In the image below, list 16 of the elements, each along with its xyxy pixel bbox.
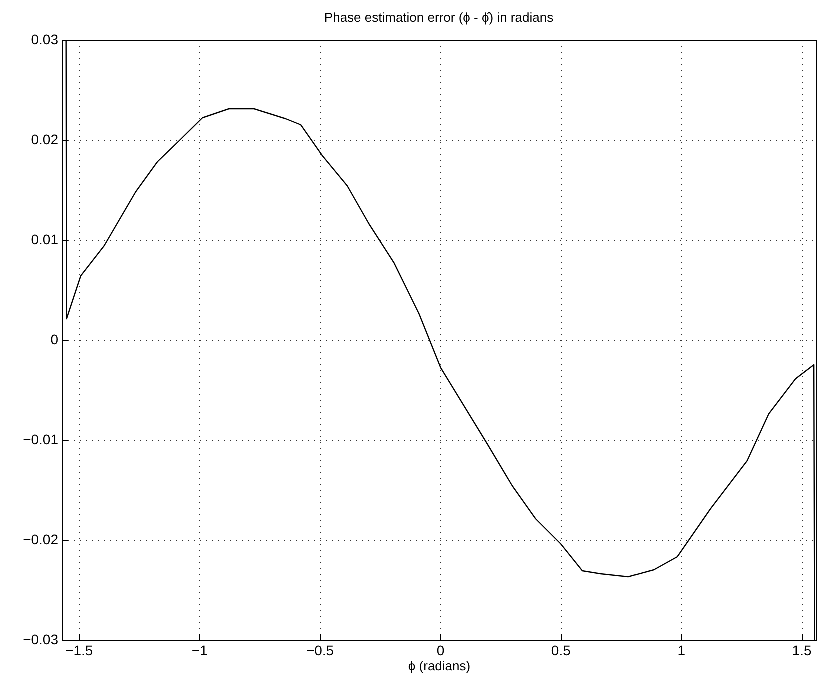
x-tick-label: 0.5 bbox=[551, 642, 572, 658]
x-tick-label: 1.5 bbox=[792, 642, 812, 658]
x-tick-label: −1.5 bbox=[66, 642, 94, 658]
x-axis-title: ϕ (radians) bbox=[408, 658, 471, 674]
x-tick-label: −1 bbox=[192, 642, 208, 658]
y-tick-label: −0.01 bbox=[23, 432, 59, 448]
chart-title: Phase estimation error (ϕ - ϕ̂) in radians bbox=[324, 10, 554, 25]
y-tick-label: 0.02 bbox=[31, 132, 59, 148]
y-tick-label: 0.03 bbox=[31, 32, 59, 48]
y-tick-label: 0.01 bbox=[31, 232, 59, 248]
x-tick-label: 0 bbox=[436, 642, 445, 658]
x-tick-label: −0.5 bbox=[306, 642, 334, 658]
y-tick-label: −0.03 bbox=[23, 632, 59, 648]
y-tick-label: 0 bbox=[50, 332, 59, 348]
y-tick-label: −0.02 bbox=[23, 532, 59, 548]
x-tick-label: 1 bbox=[678, 642, 686, 658]
